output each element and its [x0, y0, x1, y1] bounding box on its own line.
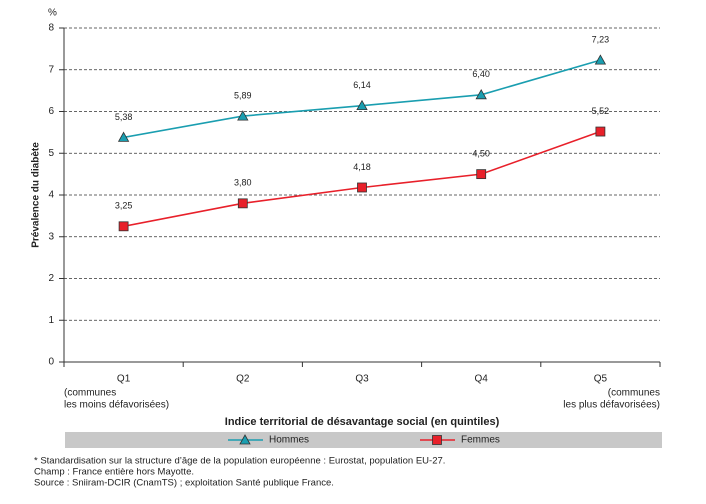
y-tick-label: 2: [48, 273, 54, 284]
x-tick-label: Q5: [594, 374, 608, 385]
legend-label: Femmes: [461, 435, 500, 446]
legend-background: [65, 432, 662, 448]
y-unit: %: [48, 8, 57, 19]
marker: [432, 435, 442, 445]
marker: [476, 169, 487, 180]
x-tick-label: Q3: [355, 374, 369, 385]
y-tick-label: 1: [48, 315, 54, 326]
marker: [117, 131, 130, 142]
line: [123, 59, 601, 139]
data-label: 6,14: [353, 80, 371, 90]
y-tick-label: 6: [48, 106, 54, 117]
data-label: 7,23: [592, 35, 610, 45]
footnote: Champ : France entière hors Mayotte.: [34, 467, 194, 478]
footnote: * Standardisation sur la structure d’âge…: [34, 456, 445, 467]
y-tick-label: 7: [48, 64, 54, 75]
x-category-note: (communes: [64, 388, 116, 399]
marker: [239, 434, 251, 445]
x-axis-label: Indice territorial de désavantage social…: [225, 416, 500, 428]
y-tick-label: 5: [48, 148, 54, 159]
data-label: 5,89: [234, 90, 252, 100]
footnote: Source : Sniiram-DCIR (CnamTS) ; exploit…: [34, 478, 334, 489]
x-tick-label: Q1: [117, 374, 131, 385]
data-label: 4,18: [353, 162, 371, 172]
marker: [237, 110, 249, 121]
line: [123, 130, 601, 228]
x-category-note: les moins défavorisées): [64, 400, 169, 411]
marker: [357, 182, 367, 193]
x-tick-label: Q4: [475, 374, 489, 385]
y-tick-label: 0: [48, 357, 54, 368]
marker: [594, 54, 607, 65]
data-label: 5,38: [115, 112, 133, 122]
x-category-note: (communes: [608, 388, 660, 399]
marker: [118, 221, 129, 232]
y-tick-label: 8: [48, 23, 54, 34]
data-label: 5,52: [592, 106, 610, 116]
y-tick-label: 3: [48, 231, 54, 242]
marker: [595, 126, 606, 137]
data-label: 3,80: [234, 178, 252, 188]
marker: [356, 99, 368, 111]
legend-label: Hommes: [269, 435, 309, 446]
data-label: 4,50: [472, 149, 490, 159]
x-tick-label: Q2: [236, 374, 250, 385]
y-axis-label: Prévalence du diabète: [31, 142, 42, 248]
x-category-note: les plus défavorisées): [563, 400, 660, 411]
data-label: 6,40: [472, 69, 490, 79]
y-tick-label: 4: [48, 190, 54, 201]
data-label: 3,25: [115, 201, 133, 211]
marker: [237, 198, 248, 209]
marker: [475, 88, 487, 100]
